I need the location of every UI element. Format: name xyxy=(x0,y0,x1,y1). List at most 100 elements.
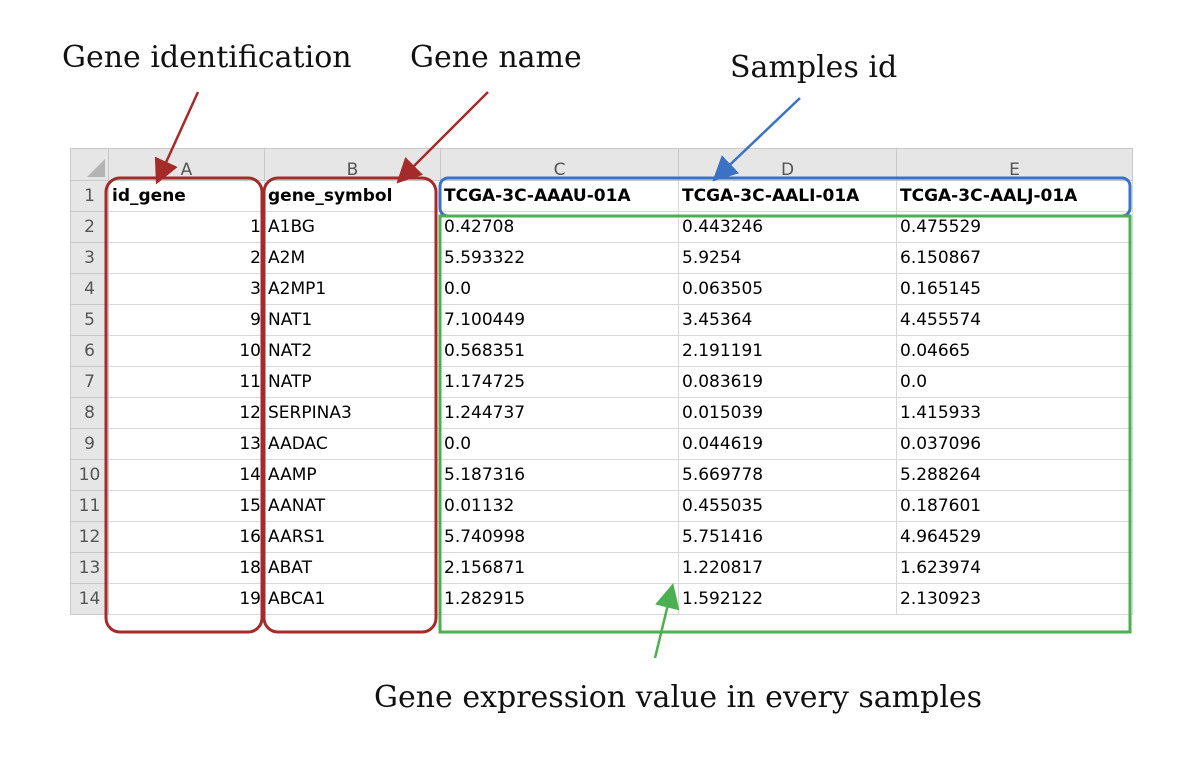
select-all-triangle-icon xyxy=(87,159,105,177)
sample-1-value-cell[interactable]: 1.244737 xyxy=(440,397,679,429)
id-gene-cell[interactable]: 16 xyxy=(108,521,265,553)
gene-symbol-cell[interactable]: AARS1 xyxy=(264,521,441,553)
sample-1-value-cell[interactable]: 1.282915 xyxy=(440,583,679,615)
sample-2-value-cell[interactable]: 0.455035 xyxy=(678,490,897,522)
sample-3-value-cell[interactable]: 6.150867 xyxy=(896,242,1133,274)
table-row: 12 16 AARS1 5.740998 5.751416 4.964529 xyxy=(70,521,1133,553)
row-header[interactable]: 5 xyxy=(70,304,109,336)
column-header-c[interactable]: C xyxy=(440,148,679,181)
header-cell-sample-3[interactable]: TCGA-3C-AALJ-01A xyxy=(896,180,1133,212)
sample-1-value-cell[interactable]: 5.187316 xyxy=(440,459,679,491)
sample-1-value-cell[interactable]: 0.568351 xyxy=(440,335,679,367)
gene-symbol-cell[interactable]: AAMP xyxy=(264,459,441,491)
gene-symbol-cell[interactable]: ABAT xyxy=(264,552,441,584)
sample-1-value-cell[interactable]: 0.0 xyxy=(440,428,679,460)
id-gene-cell[interactable]: 19 xyxy=(108,583,265,615)
gene-symbol-cell[interactable]: NATP xyxy=(264,366,441,398)
sample-1-value-cell[interactable]: 0.0 xyxy=(440,273,679,305)
row-header[interactable]: 10 xyxy=(70,459,109,491)
gene-symbol-cell[interactable]: A1BG xyxy=(264,211,441,243)
sample-2-value-cell[interactable]: 3.45364 xyxy=(678,304,897,336)
id-gene-cell[interactable]: 13 xyxy=(108,428,265,460)
id-gene-cell[interactable]: 3 xyxy=(108,273,265,305)
sample-2-value-cell[interactable]: 5.9254 xyxy=(678,242,897,274)
id-gene-cell[interactable]: 1 xyxy=(108,211,265,243)
sample-3-value-cell[interactable]: 5.288264 xyxy=(896,459,1133,491)
sample-3-value-cell[interactable]: 0.187601 xyxy=(896,490,1133,522)
column-header-e[interactable]: E xyxy=(896,148,1133,181)
sample-3-value-cell[interactable]: 0.0 xyxy=(896,366,1133,398)
sample-2-value-cell[interactable]: 0.015039 xyxy=(678,397,897,429)
sample-2-value-cell[interactable]: 0.083619 xyxy=(678,366,897,398)
row-header[interactable]: 8 xyxy=(70,397,109,429)
row-header[interactable]: 4 xyxy=(70,273,109,305)
expression-label: Gene expression value in every samples xyxy=(374,680,983,715)
sample-3-value-cell[interactable]: 1.623974 xyxy=(896,552,1133,584)
samples-id-arrow xyxy=(712,97,801,182)
id-gene-cell[interactable]: 15 xyxy=(108,490,265,522)
header-cell-gene-symbol[interactable]: gene_symbol xyxy=(264,180,441,212)
sample-2-value-cell[interactable]: 2.191191 xyxy=(678,335,897,367)
table-row: 13 18 ABAT 2.156871 1.220817 1.623974 xyxy=(70,552,1133,584)
row-header[interactable]: 2 xyxy=(70,211,109,243)
id-gene-cell[interactable]: 2 xyxy=(108,242,265,274)
id-gene-cell[interactable]: 11 xyxy=(108,366,265,398)
gene-symbol-cell[interactable]: ABCA1 xyxy=(264,583,441,615)
sample-2-value-cell[interactable]: 1.220817 xyxy=(678,552,897,584)
row-header[interactable]: 3 xyxy=(70,242,109,274)
row-header[interactable]: 14 xyxy=(70,583,109,615)
sample-1-value-cell[interactable]: 5.740998 xyxy=(440,521,679,553)
header-cell-sample-1[interactable]: TCGA-3C-AAAU-01A xyxy=(440,180,679,212)
sample-3-value-cell[interactable]: 0.165145 xyxy=(896,273,1133,305)
expression-arrow xyxy=(653,583,680,659)
sample-1-value-cell[interactable]: 5.593322 xyxy=(440,242,679,274)
sample-3-value-cell[interactable]: 1.415933 xyxy=(896,397,1133,429)
header-cell-sample-2[interactable]: TCGA-3C-AALI-01A xyxy=(678,180,897,212)
row-header[interactable]: 13 xyxy=(70,552,109,584)
table-row: 4 3 A2MP1 0.0 0.063505 0.165145 xyxy=(70,273,1133,305)
table-row: 6 10 NAT2 0.568351 2.191191 0.04665 xyxy=(70,335,1133,367)
column-header-a[interactable]: A xyxy=(108,148,265,181)
sample-3-value-cell[interactable]: 4.964529 xyxy=(896,521,1133,553)
sample-1-value-cell[interactable]: 0.01132 xyxy=(440,490,679,522)
table-row: 11 15 AANAT 0.01132 0.455035 0.187601 xyxy=(70,490,1133,522)
sample-2-value-cell[interactable]: 0.044619 xyxy=(678,428,897,460)
header-cell-id-gene[interactable]: id_gene xyxy=(108,180,265,212)
gene-symbol-cell[interactable]: A2MP1 xyxy=(264,273,441,305)
gene-symbol-cell[interactable]: NAT1 xyxy=(264,304,441,336)
id-gene-cell[interactable]: 9 xyxy=(108,304,265,336)
sample-3-value-cell[interactable]: 2.130923 xyxy=(896,583,1133,615)
id-gene-cell[interactable]: 18 xyxy=(108,552,265,584)
id-gene-cell[interactable]: 12 xyxy=(108,397,265,429)
sample-1-value-cell[interactable]: 1.174725 xyxy=(440,366,679,398)
sample-2-value-cell[interactable]: 1.592122 xyxy=(678,583,897,615)
row-header[interactable]: 1 xyxy=(70,180,109,212)
row-header[interactable]: 6 xyxy=(70,335,109,367)
column-header-d[interactable]: D xyxy=(678,148,897,181)
gene-symbol-cell[interactable]: A2M xyxy=(264,242,441,274)
id-gene-cell[interactable]: 10 xyxy=(108,335,265,367)
table-row: 8 12 SERPINA3 1.244737 0.015039 1.415933 xyxy=(70,397,1133,429)
gene-identification-label: Gene identification xyxy=(62,40,352,75)
row-header[interactable]: 9 xyxy=(70,428,109,460)
sample-3-value-cell[interactable]: 0.037096 xyxy=(896,428,1133,460)
id-gene-cell[interactable]: 14 xyxy=(108,459,265,491)
table-row: 3 2 A2M 5.593322 5.9254 6.150867 xyxy=(70,242,1133,274)
sample-3-value-cell[interactable]: 4.455574 xyxy=(896,304,1133,336)
sample-1-value-cell[interactable]: 2.156871 xyxy=(440,552,679,584)
gene-symbol-cell[interactable]: AADAC xyxy=(264,428,441,460)
sample-1-value-cell[interactable]: 7.100449 xyxy=(440,304,679,336)
select-all-corner[interactable] xyxy=(70,148,109,181)
row-header[interactable]: 7 xyxy=(70,366,109,398)
sample-2-value-cell[interactable]: 0.063505 xyxy=(678,273,897,305)
gene-symbol-cell[interactable]: AANAT xyxy=(264,490,441,522)
row-header[interactable]: 11 xyxy=(70,490,109,522)
sample-2-value-cell[interactable]: 5.669778 xyxy=(678,459,897,491)
gene-name-arrow xyxy=(396,91,489,184)
gene-symbol-cell[interactable]: SERPINA3 xyxy=(264,397,441,429)
sample-3-value-cell[interactable]: 0.04665 xyxy=(896,335,1133,367)
row-header[interactable]: 12 xyxy=(70,521,109,553)
sample-2-value-cell[interactable]: 5.751416 xyxy=(678,521,897,553)
gene-symbol-cell[interactable]: NAT2 xyxy=(264,335,441,367)
